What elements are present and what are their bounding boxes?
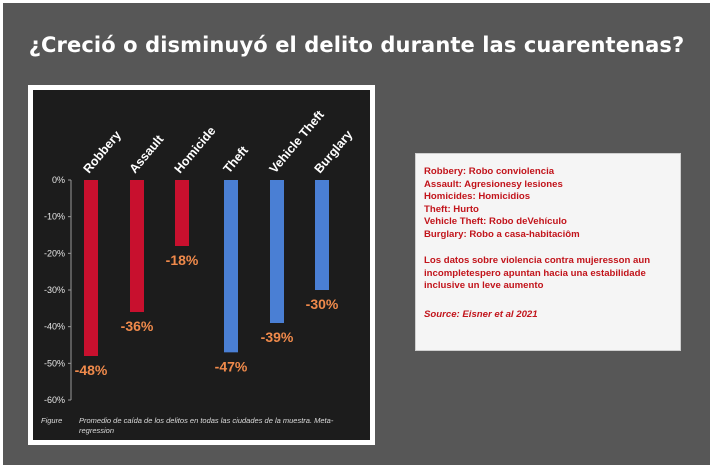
translation-line: Vehicle Theft: Robo deVehículo: [424, 216, 567, 227]
data-label: -18%: [166, 252, 199, 268]
bar-assault: [130, 180, 144, 312]
translation-line: Burglary: Robo a casa-habitaciôm: [424, 228, 580, 240]
bar-chart: 0% -10% -20% -30% -40% -50% -60% Robbery -48% Ass…: [44, 107, 356, 405]
translation-box: Robbery: Robo conviolencia Assault: Agre…: [415, 153, 681, 351]
chart-frame: 0% -10% -20% -30% -40% -50% -60% Robbery -48% Ass…: [28, 85, 375, 445]
translation-line: Theft: Hurto: [424, 203, 479, 215]
bar-burglary: [315, 180, 329, 290]
bar-theft: [224, 180, 238, 353]
category-label: Homicide: [172, 124, 219, 176]
data-label: -30%: [306, 296, 339, 312]
translation-line: Homicides: Homicidios: [424, 191, 531, 202]
caption-label: Figure: [41, 416, 63, 425]
y-tick-label: 0%: [52, 175, 65, 185]
category-label: Theft: [221, 143, 252, 176]
category-label: Burglary: [312, 128, 356, 176]
data-label: -48%: [75, 362, 108, 378]
y-tick-label: -20%: [44, 248, 65, 258]
slide-title: ¿Creció o disminuyó el delito durante la…: [28, 33, 685, 57]
y-tick-label: -10%: [44, 212, 65, 222]
y-tick-label: -50%: [44, 358, 65, 368]
slide: ¿Creció o disminuyó el delito durante la…: [3, 3, 710, 465]
translation-line: Assault: Agresionesy lesiones: [424, 178, 563, 190]
figure-caption: Figure Promedio de caída de los delitos e…: [41, 416, 363, 436]
source-citation: Source: Eisner et al 2021: [424, 308, 538, 320]
caption-text: Promedio de caída de los delitos en toda…: [79, 416, 334, 435]
data-label: -39%: [261, 329, 294, 345]
y-tick-label: -30%: [44, 285, 65, 295]
y-tick-label: -60%: [44, 395, 65, 405]
bar-vehicle-theft: [270, 180, 284, 323]
bar-robbery: [84, 180, 98, 356]
y-tick-label: -40%: [44, 322, 65, 332]
bar-homicide: [175, 180, 189, 246]
category-label: Robbery: [81, 128, 124, 176]
chart-panel: 0% -10% -20% -30% -40% -50% -60% Robbery -48% Ass…: [33, 90, 370, 440]
category-label: Assault: [127, 132, 167, 176]
translation-line: Robbery: Robo conviolencia: [424, 166, 555, 177]
data-label: -36%: [121, 318, 154, 334]
women-violence-note: Los datos sobre violencia contra mujeres…: [424, 255, 651, 291]
data-label: -47%: [215, 358, 248, 374]
